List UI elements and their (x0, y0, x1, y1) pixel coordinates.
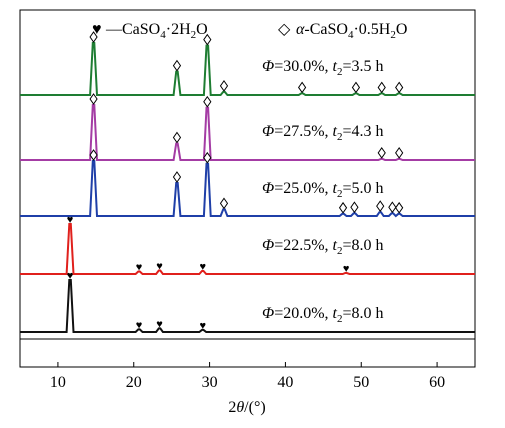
xrd-trace-line (20, 279, 475, 333)
diamond-marker (351, 81, 361, 94)
diamond-marker (377, 147, 386, 159)
heart-marker: ♥ (156, 261, 163, 273)
diamond-marker (377, 81, 386, 94)
heart-marker: ♥ (156, 318, 163, 330)
diamond-marker (350, 201, 359, 214)
xrd-traces (20, 42, 475, 333)
x-axis-ticks: 10 20 30 40 50 60 (50, 362, 445, 391)
diamond-marker (89, 149, 98, 161)
diamond-marker (376, 200, 385, 213)
legend-marker-heart: ♥ (92, 21, 102, 38)
diamond-marker (219, 80, 229, 92)
legend: ♥ —CaSO4·2H2O ◇ α-CaSO4·0.5H2O (92, 21, 407, 41)
heart-marker: ♥ (136, 262, 143, 274)
heart-marker: ♥ (199, 320, 206, 332)
x-tick-label: 50 (353, 374, 369, 391)
diamond-marker (395, 147, 404, 159)
series-label: Φ=30.0%, t2=3.5 h (262, 58, 384, 78)
diamond-marker (172, 171, 182, 183)
diamond-marker (172, 59, 182, 72)
heart-marker: ♥ (67, 214, 74, 226)
diamond-marker (89, 31, 98, 43)
series-label: Φ=25.0%, t2=5.0 h (262, 180, 384, 200)
heart-marker: ♥ (67, 270, 74, 282)
peak-markers: ♥ ♥ ♥ ♥ ♥ ♥ ♥ ♥ ♥ (67, 31, 404, 332)
heart-marker: ♥ (136, 319, 143, 331)
legend-marker-diamond: ◇ (278, 21, 291, 38)
diamond-marker (89, 93, 98, 105)
series-label: Φ=27.5%, t2=4.3 h (262, 123, 384, 143)
series-labels: Φ=30.0%, t2=3.5 h Φ=27.5%, t2=4.3 h Φ=25.0… (262, 58, 384, 325)
xrd-trace-line (20, 104, 475, 161)
heart-marker: ♥ (343, 263, 350, 275)
legend-label-dihydrate: —CaSO4·2H2O (105, 21, 208, 41)
x-axis-label: 2θ/(°) (228, 399, 265, 416)
x-tick-label: 20 (126, 374, 142, 391)
xrd-trace-line (20, 160, 475, 218)
diamond-marker (395, 81, 404, 94)
x-tick-label: 60 (429, 374, 445, 391)
x-tick-label: 10 (50, 374, 66, 391)
series-label: Φ=20.0%, t2=8.0 h (262, 305, 384, 325)
series-label: Φ=22.5%, t2=8.0 h (262, 237, 384, 257)
x-tick-label: 30 (202, 374, 218, 391)
heart-marker: ♥ (199, 261, 206, 273)
diamond-marker (203, 33, 212, 46)
x-tick-label: 40 (277, 374, 293, 391)
diamond-marker (172, 131, 182, 144)
legend-label-hemihydrate: α-CaSO4·0.5H2O (296, 21, 407, 41)
diamond-marker (203, 95, 212, 108)
diamond-marker (297, 81, 307, 94)
diamond-marker (388, 201, 397, 214)
plot-frame (19, 9, 476, 368)
diamond-marker (219, 197, 229, 210)
xrd-trace-line (20, 223, 475, 275)
xrd-trace-line (20, 42, 475, 96)
diamond-marker (395, 201, 404, 214)
diamond-marker (338, 201, 348, 214)
diamond-marker (203, 151, 212, 164)
